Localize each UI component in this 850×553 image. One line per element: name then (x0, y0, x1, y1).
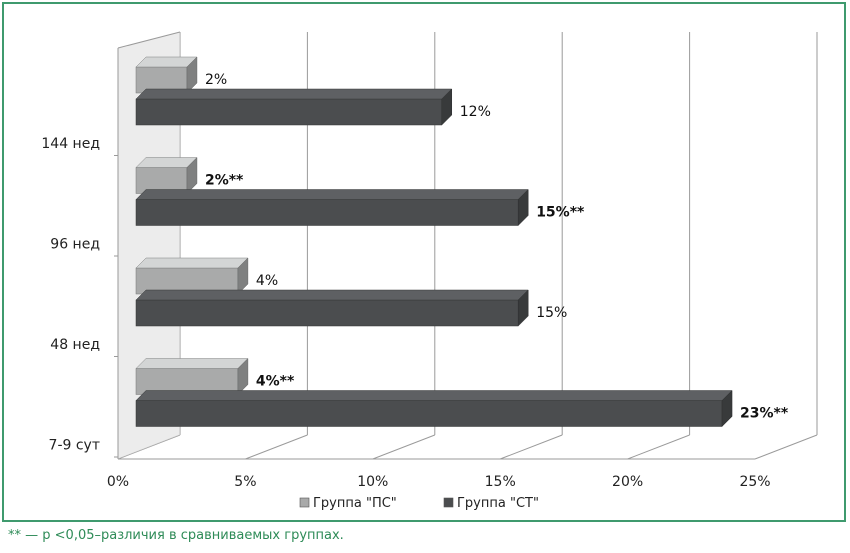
bar-top (135, 358, 249, 369)
bar-end (441, 88, 453, 126)
bar (135, 98, 443, 126)
bar-end (186, 156, 198, 195)
y-category-label: 48 нед (50, 337, 100, 353)
floor-gridline (372, 434, 435, 460)
floor-gridline (245, 434, 308, 460)
bar-end (517, 289, 529, 327)
bar-end (237, 257, 249, 295)
legend-swatch (299, 497, 310, 508)
x-tick-label: 15% (485, 474, 516, 490)
data-label: 4% (256, 273, 278, 289)
data-label: 2% (205, 72, 227, 88)
legend-label: Группа "СТ" (457, 496, 539, 511)
legend-swatch (443, 497, 454, 508)
y-category-label: 7-9 сут (49, 438, 100, 454)
bar-end (186, 56, 198, 94)
wall-top-edge (117, 31, 181, 49)
x-tick-label: 5% (234, 474, 256, 490)
data-label: 23%** (740, 406, 789, 422)
data-label: 15%** (536, 205, 585, 221)
x-tick-label: 25% (739, 474, 770, 490)
floor-gridline (627, 434, 690, 460)
data-label: 12% (460, 104, 491, 120)
bar (135, 199, 519, 226)
footnote: ** — р <0,05–различия в сравниваемых гру… (8, 528, 344, 543)
bar-end (721, 389, 733, 428)
data-label: 15% (536, 305, 567, 321)
bar-top (135, 257, 249, 269)
bar-top (135, 390, 733, 401)
chart-frame (2, 2, 846, 522)
bar-top (135, 157, 198, 168)
bar-end (237, 357, 249, 396)
bar-top (135, 56, 198, 68)
data-label: 2%** (205, 173, 244, 189)
y-category-label: 144 нед (41, 136, 100, 152)
y-category-label: 96 нед (50, 237, 100, 253)
bar-end (517, 188, 529, 227)
floor-gridline (500, 434, 563, 460)
x-tick-label: 0% (107, 474, 129, 490)
bar (135, 299, 519, 327)
bar (135, 400, 723, 427)
bar-chart: 0% 5% 10% 15% 20% 25% 7-9 сут 4%** 23%** 48 нед 4%… (41, 31, 818, 511)
bar-top (135, 88, 453, 100)
x-tick-label: 10% (357, 474, 388, 490)
x-tick-label: 20% (612, 474, 643, 490)
bar-top (135, 289, 529, 301)
bar-top (135, 189, 529, 200)
legend-label: Группа "ПС" (313, 496, 397, 511)
data-label: 4%** (256, 374, 295, 390)
side-wall (118, 32, 180, 459)
floor-gridline (754, 434, 818, 460)
